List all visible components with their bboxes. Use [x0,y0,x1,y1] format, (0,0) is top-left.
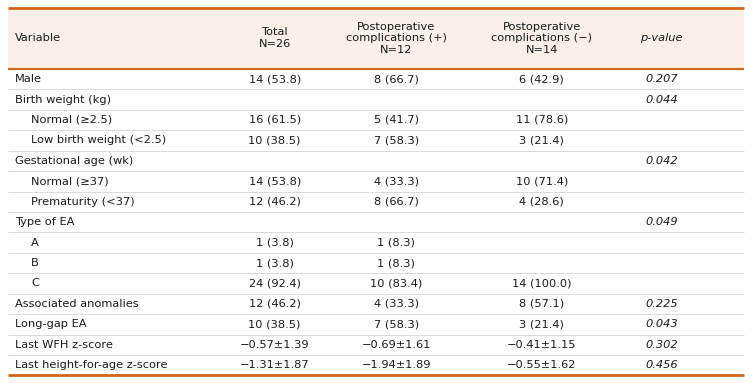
Text: 1 (3.8): 1 (3.8) [256,237,293,247]
Text: Last height-for-age z-score: Last height-for-age z-score [15,360,168,370]
Text: 0.225: 0.225 [645,299,678,309]
Text: A: A [31,237,39,247]
Text: 12 (46.2): 12 (46.2) [249,197,301,207]
Bar [8,8,744,69]
Text: Variable: Variable [15,33,61,43]
Text: 12 (46.2): 12 (46.2) [249,299,301,309]
Text: 14 (100.0): 14 (100.0) [512,278,572,288]
Text: 10 (38.5): 10 (38.5) [248,319,301,329]
Text: B: B [31,258,39,268]
Text: 3 (21.4): 3 (21.4) [520,319,564,329]
Text: 10 (71.4): 10 (71.4) [516,176,568,186]
Text: 16 (61.5): 16 (61.5) [249,115,301,125]
Text: Last WFH z-score: Last WFH z-score [15,340,113,350]
Text: Associated anomalies: Associated anomalies [15,299,138,309]
Text: 8 (66.7): 8 (66.7) [374,74,419,84]
Text: Postoperative
complications (+)
N=12: Postoperative complications (+) N=12 [346,21,447,55]
Text: 7 (58.3): 7 (58.3) [374,319,419,329]
Text: 1 (3.8): 1 (3.8) [256,258,293,268]
Text: Postoperative
complications (−)
N=14: Postoperative complications (−) N=14 [491,21,593,55]
Text: 8 (66.7): 8 (66.7) [374,197,419,207]
Text: Type of EA: Type of EA [15,217,74,227]
Text: −0.69±1.61: −0.69±1.61 [362,340,431,350]
Text: 10 (38.5): 10 (38.5) [248,136,301,146]
Text: 5 (41.7): 5 (41.7) [374,115,419,125]
Text: Total
N=26: Total N=26 [259,28,291,49]
Text: p-value: p-value [640,33,683,43]
Text: 4 (33.3): 4 (33.3) [374,176,419,186]
Text: 1 (8.3): 1 (8.3) [378,237,415,247]
Text: 8 (57.1): 8 (57.1) [519,299,565,309]
Text: 0.043: 0.043 [645,319,678,329]
Text: 11 (78.6): 11 (78.6) [516,115,568,125]
Text: Prematurity (<37): Prematurity (<37) [31,197,135,207]
Text: 0.042: 0.042 [645,156,678,166]
Text: 0.044: 0.044 [645,95,678,105]
Text: 14 (53.8): 14 (53.8) [249,176,301,186]
Text: 24 (92.4): 24 (92.4) [249,278,301,288]
Text: 10 (83.4): 10 (83.4) [370,278,423,288]
Text: 4 (28.6): 4 (28.6) [520,197,564,207]
Text: −1.94±1.89: −1.94±1.89 [362,360,431,370]
Text: −1.31±1.87: −1.31±1.87 [240,360,310,370]
Text: 7 (58.3): 7 (58.3) [374,136,419,146]
Text: 0.456: 0.456 [645,360,678,370]
Text: 14 (53.8): 14 (53.8) [249,74,301,84]
Text: Long-gap EA: Long-gap EA [15,319,86,329]
Text: 6 (42.9): 6 (42.9) [520,74,564,84]
Text: Normal (≥2.5): Normal (≥2.5) [31,115,112,125]
Text: −0.41±1.15: −0.41±1.15 [507,340,577,350]
Text: Normal (≥37): Normal (≥37) [31,176,109,186]
Text: 1 (8.3): 1 (8.3) [378,258,415,268]
Text: −0.57±1.39: −0.57±1.39 [240,340,310,350]
Text: Male: Male [15,74,42,84]
Text: 0.049: 0.049 [645,217,678,227]
Text: 3 (21.4): 3 (21.4) [520,136,564,146]
Text: C: C [31,278,39,288]
Text: 0.207: 0.207 [645,74,678,84]
Text: −0.55±1.62: −0.55±1.62 [507,360,577,370]
Text: Gestational age (wk): Gestational age (wk) [15,156,133,166]
Text: 0.302: 0.302 [645,340,678,350]
Text: 4 (33.3): 4 (33.3) [374,299,419,309]
Text: Birth weight (kg): Birth weight (kg) [15,95,111,105]
Text: Low birth weight (<2.5): Low birth weight (<2.5) [31,136,166,146]
